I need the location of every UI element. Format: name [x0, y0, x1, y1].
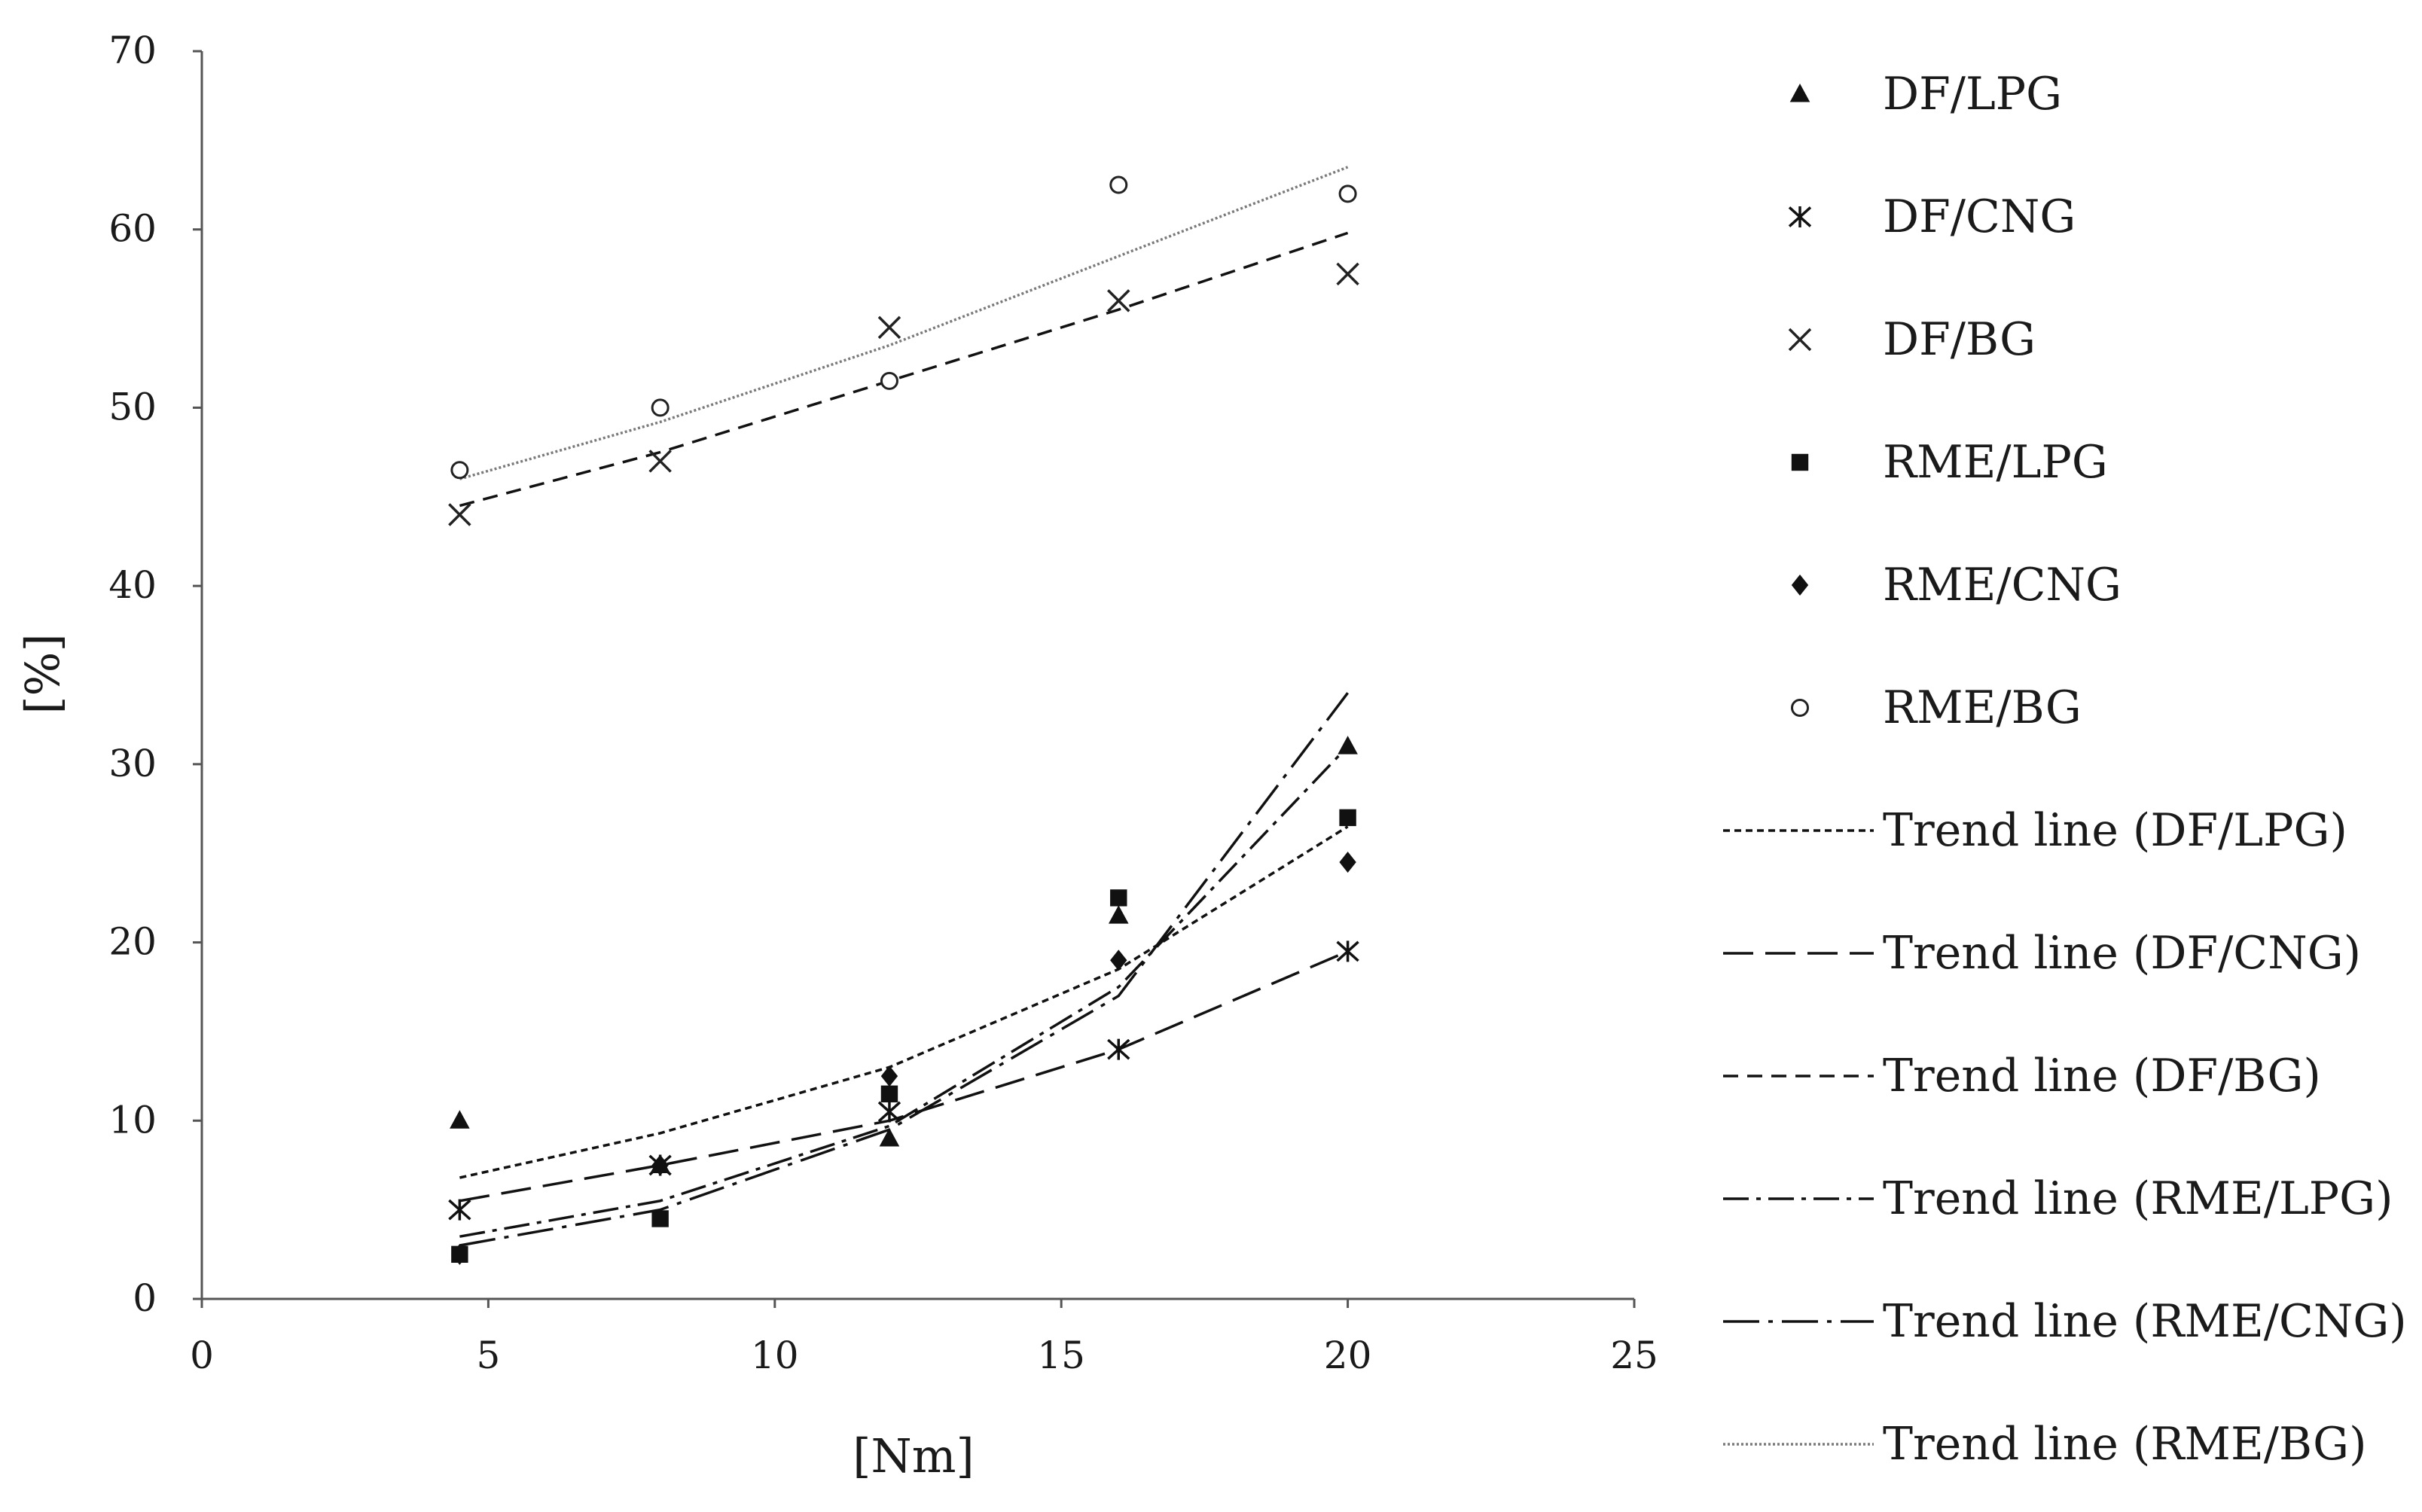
legend-label: DF/BG: [1883, 313, 2036, 366]
y-tick-label: 70: [108, 29, 157, 72]
legend-marker: [1791, 453, 1809, 471]
data-point-df-lpg: [879, 1127, 900, 1147]
legend: DF/LPG DF/CNG DF/BG RME/LPG RME/CNG RME/BG Tre…: [1723, 68, 2407, 1471]
data-point-rme-bg: [880, 371, 898, 390]
y-tick-label: 30: [108, 742, 157, 785]
y-tick-label: 40: [108, 563, 157, 607]
data-point-rme-cng: [880, 1065, 898, 1087]
legend-marker: [1791, 699, 1809, 717]
x-tick-label: 15: [1037, 1334, 1085, 1377]
data-point-rme-lpg: [880, 1085, 898, 1102]
x-tick-label: 0: [190, 1334, 214, 1377]
data-point-df-bg: [648, 450, 672, 473]
trendline-3: [459, 231, 1349, 508]
y-tick-label: 10: [108, 1098, 157, 1142]
data-point-rme-bg: [450, 461, 469, 480]
data-point-df-cng: [1336, 940, 1359, 962]
legend-marker: [1789, 84, 1810, 102]
data-point-df-cng: [877, 1101, 901, 1123]
legend-label: RME/BG: [1883, 681, 2082, 734]
legend-label: DF/CNG: [1883, 191, 2076, 243]
data-point-rme-cng: [451, 1243, 468, 1265]
y-tick-label: 20: [108, 920, 157, 964]
x-tick-label: 5: [476, 1334, 500, 1377]
trendline-2: [459, 950, 1349, 1203]
data-point-df-bg: [877, 316, 901, 340]
x-tick-label: 25: [1610, 1334, 1658, 1377]
data-point-rme-lpg: [1339, 809, 1356, 827]
data-point-df-cng: [1107, 1038, 1130, 1060]
data-point-rme-cng: [651, 1154, 669, 1176]
data-point-df-bg: [1107, 289, 1130, 312]
data-point-rme-lpg: [651, 1210, 669, 1227]
legend-label: Trend line (DF/LPG): [1883, 804, 2347, 857]
y-tick-label: 0: [133, 1276, 157, 1320]
data-point-rme-bg: [651, 398, 670, 417]
x-tick-label: 20: [1324, 1334, 1372, 1377]
legend-marker: [1788, 206, 1812, 227]
data-point-df-bg: [1336, 262, 1359, 286]
x-tick-label: 10: [751, 1334, 799, 1377]
legend-label: RME/CNG: [1883, 559, 2122, 611]
legend-label: Trend line (RME/LPG): [1883, 1172, 2393, 1225]
legend-label: DF/LPG: [1883, 68, 2062, 120]
legend-label: Trend line (RME/BG): [1883, 1418, 2367, 1471]
legend-label: Trend line (DF/BG): [1883, 1050, 2321, 1102]
data-point-rme-cng: [1110, 950, 1127, 971]
trendline-5: [459, 692, 1349, 1247]
data-point-rme-cng: [1339, 852, 1356, 873]
legend-label: Trend line (DF/CNG): [1883, 927, 2361, 980]
legend-label: RME/LPG: [1883, 436, 2108, 489]
legend-label: Trend line (RME/CNG): [1883, 1295, 2407, 1348]
trendline-1: [459, 825, 1349, 1179]
data-point-df-bg: [448, 503, 471, 526]
plot-area: [448, 166, 1359, 1265]
y-axis-title: [%]: [15, 633, 70, 714]
data-point-rme-bg: [1109, 175, 1128, 194]
data-point-df-lpg: [1108, 905, 1129, 924]
trendline-6: [459, 166, 1349, 480]
data-point-df-lpg: [450, 1110, 470, 1129]
data-point-rme-bg: [1338, 184, 1357, 203]
trendline-4: [459, 745, 1349, 1238]
data-point-df-lpg: [1338, 736, 1358, 754]
y-tick-label: 60: [108, 207, 157, 251]
data-point-rme-lpg: [1110, 889, 1127, 907]
data-point-df-cng: [448, 1199, 471, 1221]
legend-marker: [1788, 328, 1812, 352]
legend-marker: [1791, 575, 1809, 596]
y-tick-label: 50: [108, 385, 157, 428]
axes: 0 5 10 15 20 25 0 10 20 30 40 50 60 70: [108, 29, 1658, 1377]
x-axis-title: [Nm]: [853, 1428, 974, 1483]
